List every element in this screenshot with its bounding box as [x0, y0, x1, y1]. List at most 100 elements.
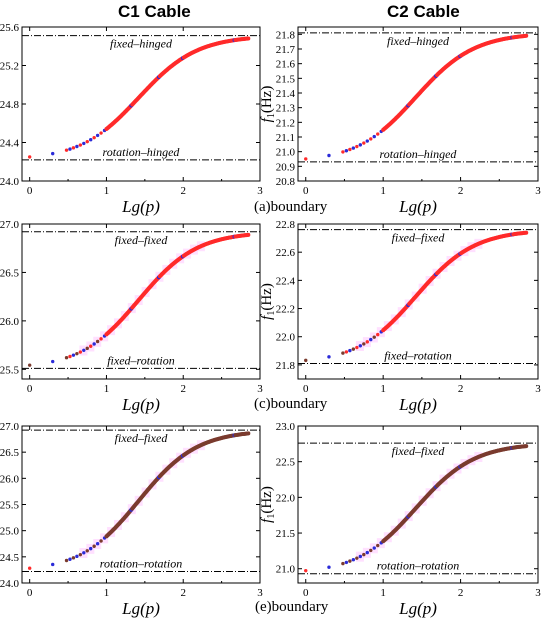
y-tick-label: 23.0	[276, 421, 296, 433]
y-tick-label: 21.5	[276, 73, 296, 85]
plot-frame	[21, 223, 261, 380]
x-axis-label: Lg(p)	[121, 395, 160, 414]
data-point	[372, 134, 376, 139]
data-point	[82, 551, 86, 555]
reference-label: fixed–fixed	[115, 233, 169, 247]
data-point	[75, 554, 79, 559]
reference-label: rotation–rotation	[377, 559, 459, 573]
panel-2: 0 1 2 3 20.8 20.9 21.0 21.1 21.2 21.3 21.4 21.5 21.6…	[259, 26, 541, 216]
y-tick-label: 25.5	[0, 500, 20, 512]
plot-frame	[297, 26, 539, 182]
data-point	[524, 230, 529, 235]
y-tick-label: 27.0	[0, 219, 20, 231]
x-tick-label: 3	[535, 383, 541, 395]
y-tick-label: 22.4	[276, 275, 296, 287]
y-tick-label: 27.0	[0, 421, 20, 433]
y-axis-label: f1(Hz)	[259, 86, 277, 123]
data-point	[351, 558, 356, 562]
y-tick-label: 24.5	[0, 552, 20, 564]
y-tick-label: 21.3	[276, 103, 296, 115]
data-point	[327, 355, 331, 359]
y-tick-label: 21.2	[276, 117, 295, 129]
y-tick-label: 26.0	[0, 316, 20, 328]
y-axis-label-main: f	[259, 116, 275, 122]
y-tick-label: 22.0	[276, 492, 296, 504]
data-point	[344, 149, 349, 153]
data-point	[358, 344, 363, 348]
data-point	[51, 359, 55, 364]
panel-5: 0 1 2 3 24.0 24.5 25.0 25.5 26.0 26.5 27.0 Lg(p) f1(…	[0, 421, 263, 618]
caption-e: (e)boundary	[255, 599, 329, 615]
data-point	[351, 146, 356, 150]
data-point	[51, 151, 55, 156]
y-tick-label: 21.0	[276, 147, 296, 159]
y-tick-label: 21.6	[276, 59, 296, 71]
y-axis-label-main: f	[259, 314, 275, 320]
data-point	[304, 568, 308, 573]
reference-label: fixed–hinged	[387, 34, 450, 48]
reference-label: fixed–rotation	[107, 353, 175, 367]
y-tick-label: 22.8	[276, 219, 296, 231]
data-point	[71, 353, 76, 357]
caption-c: (c)boundary	[254, 396, 328, 412]
data-point	[89, 138, 93, 142]
data-point	[376, 332, 380, 337]
x-tick-label: 3	[535, 185, 541, 197]
x-tick-label: 1	[104, 587, 110, 599]
x-tick-label: 2	[180, 383, 186, 395]
panel-1: 0 1 2 3 24.0 24.4 24.8 25.2 25.6 Lg(p) f1(Hz) fixed…	[0, 22, 263, 216]
reference-label: fixed–fixed	[392, 444, 446, 458]
data-point	[355, 345, 359, 350]
data-point	[95, 339, 100, 344]
data-point	[71, 146, 76, 150]
y-tick-label: 21.5	[276, 528, 296, 540]
y-tick-label: 22.5	[276, 457, 296, 469]
y-tick-label: 25.5	[0, 364, 20, 376]
y-axis-label: f1(Hz)	[259, 283, 277, 320]
data-point	[64, 356, 69, 360]
data-point	[89, 344, 93, 348]
y-tick-label: 21.7	[276, 44, 296, 56]
reference-label: rotation–hinged	[380, 147, 458, 161]
data-point	[85, 549, 89, 553]
x-axis-label: Lg(p)	[398, 197, 437, 216]
data-point	[64, 558, 69, 563]
data-point	[95, 542, 100, 546]
x-tick-label: 3	[257, 383, 263, 395]
plot-frame	[297, 425, 539, 584]
y-axis-label-unit: (Hz)	[259, 486, 275, 513]
x-tick-label: 1	[380, 383, 386, 395]
y-tick-label: 22.0	[276, 332, 296, 344]
y-tick-label: 24.0	[0, 578, 20, 590]
y-tick-label: 25.2	[0, 61, 19, 73]
x-axis-label: Lg(p)	[398, 599, 437, 618]
reference-label: rotation–hinged	[103, 145, 181, 159]
data-point	[304, 157, 308, 161]
y-tick-label: 21.4	[276, 88, 296, 100]
data-point	[369, 137, 373, 141]
y-tick-label: 21.8	[276, 29, 296, 41]
reference-label: rotation–rotation	[100, 556, 182, 570]
data-point	[99, 539, 103, 543]
data-point	[365, 139, 369, 143]
column-title-c2: C2 Cable	[387, 2, 460, 21]
x-axis-label: Lg(p)	[121, 197, 160, 216]
data-point	[365, 550, 369, 555]
column-title-c1: C1 Cable	[118, 2, 191, 21]
data-point	[92, 135, 96, 140]
x-tick-label: 2	[458, 185, 464, 197]
y-tick-label: 22.2	[276, 304, 295, 316]
x-tick-label: 3	[257, 587, 263, 599]
reference-label: fixed–fixed	[115, 431, 169, 445]
data-point	[85, 346, 89, 351]
reference-label: fixed–rotation	[384, 349, 452, 363]
x-tick-label: 1	[104, 383, 110, 395]
data-point	[369, 548, 373, 553]
data-point	[78, 143, 83, 147]
y-axis-label-unit: (Hz)	[259, 283, 275, 310]
y-tick-label: 25.0	[0, 526, 20, 538]
data-point	[27, 363, 32, 367]
data-point	[78, 350, 83, 354]
data-point	[327, 153, 331, 158]
y-tick-label: 24.0	[0, 176, 20, 188]
